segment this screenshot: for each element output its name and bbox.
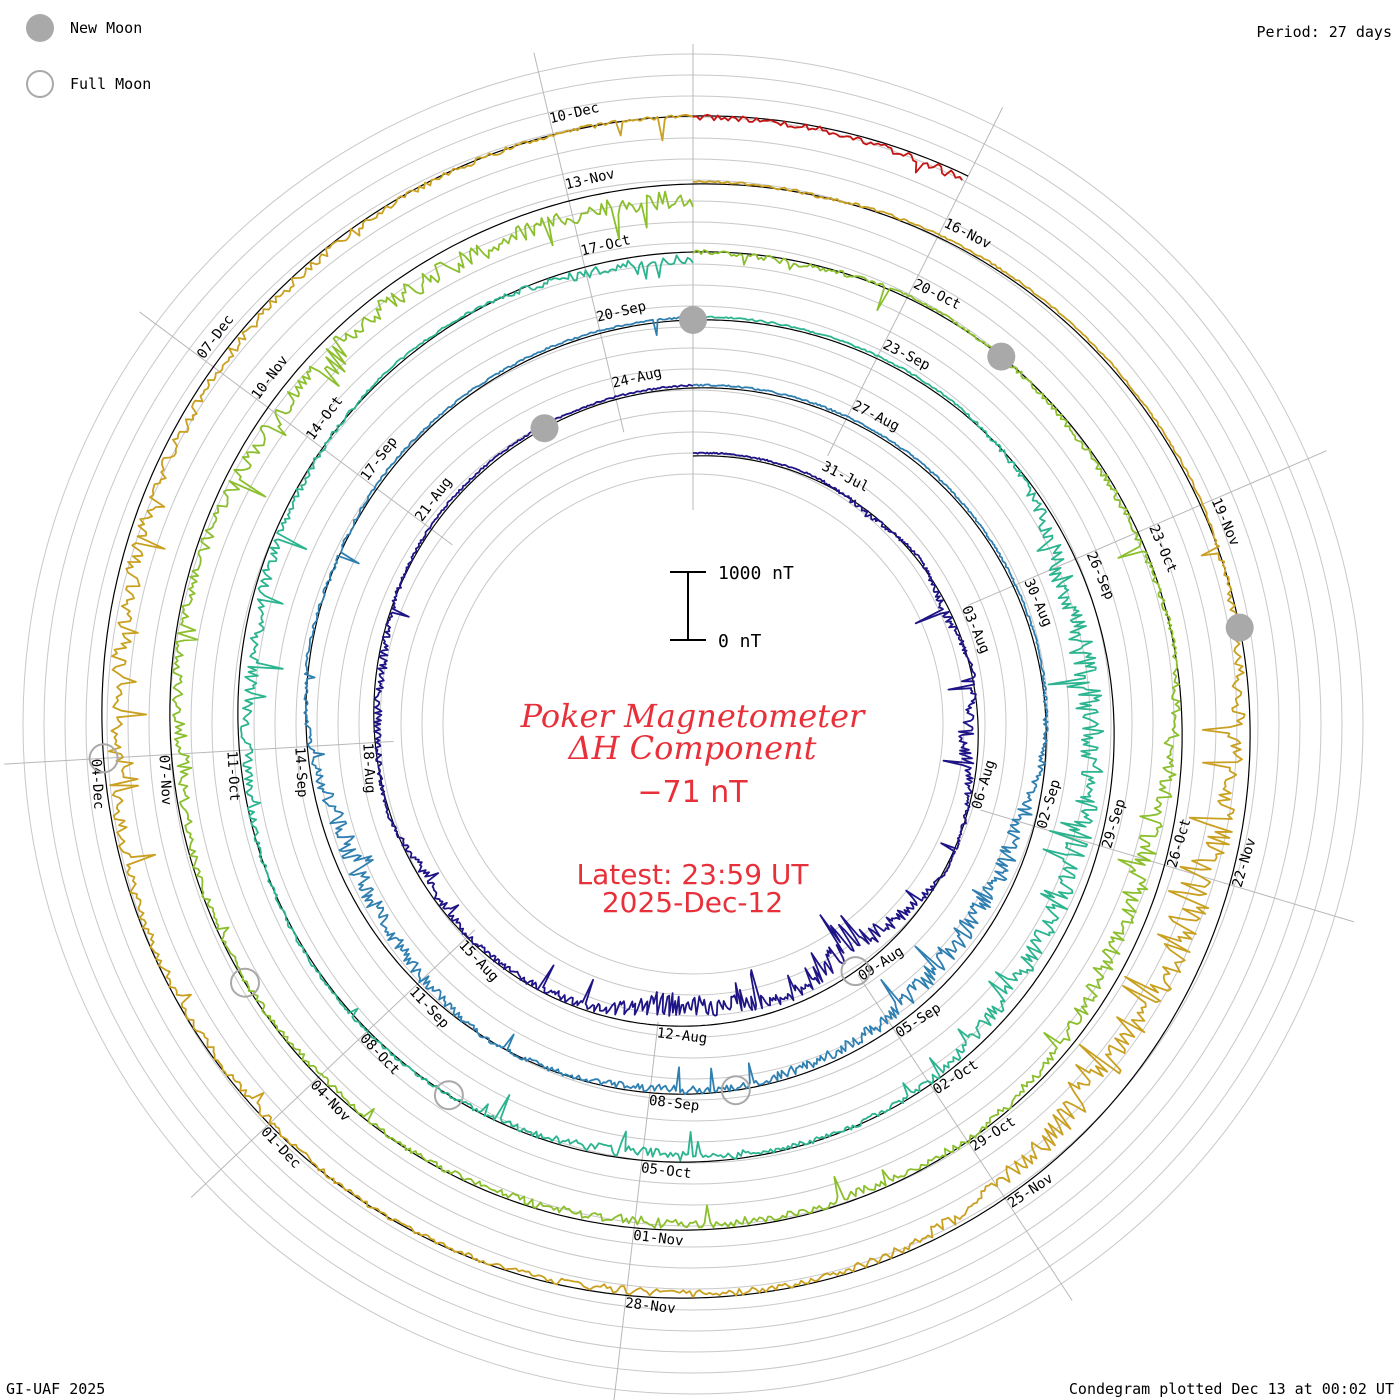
period-label: Period: 27 days bbox=[1256, 23, 1392, 41]
date-label-10-nov: 10-Nov bbox=[249, 353, 292, 403]
credit-label: GI-UAF 2025 bbox=[6, 1380, 106, 1398]
grid-spoke bbox=[827, 107, 1004, 457]
grid-spoke bbox=[4, 740, 394, 765]
series-line-cycle-6 bbox=[692, 113, 963, 181]
title-block: Poker Magnetometer ΔH Component bbox=[440, 700, 945, 764]
date-label-29-oct: 29-Oct bbox=[968, 1114, 1019, 1155]
grid-spoke bbox=[968, 450, 1327, 606]
grid-spoke bbox=[139, 311, 453, 546]
date-label-07-nov: 07-Nov bbox=[156, 754, 175, 805]
date-label-01-nov: 01-Nov bbox=[632, 1228, 684, 1250]
new-moon-marker bbox=[1225, 613, 1254, 642]
date-label-13-nov: 13-Nov bbox=[564, 166, 617, 193]
legend-new-moon: New Moon bbox=[26, 14, 142, 42]
latest-time: Latest: 23:59 UT bbox=[576, 858, 809, 891]
date-label-05-sep: 05-Sep bbox=[893, 1000, 944, 1041]
grid-spoke bbox=[980, 809, 1355, 923]
date-label-31-jul: 31-Jul bbox=[819, 459, 871, 496]
plotted-label: Condegram plotted Dec 13 at 00:02 UT bbox=[1068, 1380, 1394, 1398]
date-label-17-sep: 17-Sep bbox=[358, 434, 401, 484]
date-label-14-oct: 14-Oct bbox=[303, 393, 346, 443]
full-moon-marker bbox=[433, 1080, 464, 1111]
date-label-10-dec: 10-Dec bbox=[548, 100, 601, 127]
latest-date: 2025-Dec-12 bbox=[601, 886, 784, 919]
date-label-23-sep: 23-Sep bbox=[880, 337, 932, 374]
legend-full-moon-label: Full Moon bbox=[70, 75, 152, 93]
date-label-30-aug: 30-Aug bbox=[1020, 576, 1055, 629]
grid-spoke bbox=[190, 929, 476, 1198]
new-moon-icon bbox=[26, 14, 54, 42]
scale-bottom-label: 0 nT bbox=[718, 631, 762, 652]
series-line-cycle-2 bbox=[303, 316, 1049, 1095]
date-label-04-dec: 04-Dec bbox=[88, 758, 107, 809]
current-value: −71 nT bbox=[637, 775, 748, 810]
date-label-29-sep: 29-Sep bbox=[1099, 797, 1129, 850]
grid-spoke bbox=[857, 974, 1073, 1301]
series-line-cycle-1 bbox=[373, 383, 977, 1017]
date-label-08-sep: 08-Sep bbox=[648, 1093, 700, 1115]
date-label-12-aug: 12-Aug bbox=[656, 1025, 708, 1047]
date-label-19-nov: 19-Nov bbox=[1208, 496, 1243, 549]
new-moon-marker bbox=[987, 342, 1016, 371]
chart-title: Poker Magnetometer bbox=[520, 697, 865, 735]
date-label-03-aug: 03-Aug bbox=[958, 603, 993, 656]
baseline-spiral bbox=[101, 115, 1251, 1299]
date-label-27-aug: 27-Aug bbox=[850, 398, 902, 435]
chart-subtitle: ΔH Component bbox=[568, 729, 817, 767]
date-label-05-oct: 05-Oct bbox=[640, 1160, 692, 1182]
date-label-08-oct: 08-Oct bbox=[356, 1031, 402, 1079]
latest-block: Latest: 23:59 UT 2025-Dec-12 bbox=[440, 861, 945, 917]
legend-full-moon: Full Moon bbox=[26, 70, 151, 98]
date-label-11-oct: 11-Oct bbox=[223, 750, 242, 801]
date-label-14-sep: 14-Sep bbox=[291, 747, 310, 798]
date-label-16-nov: 16-Nov bbox=[941, 215, 993, 252]
date-label-17-oct: 17-Oct bbox=[579, 232, 632, 259]
full-moon-marker bbox=[840, 956, 871, 987]
date-label-04-nov: 04-Nov bbox=[307, 1077, 353, 1125]
date-label-24-aug: 24-Aug bbox=[611, 364, 664, 391]
full-moon-marker bbox=[88, 743, 119, 774]
date-label-26-sep: 26-Sep bbox=[1083, 549, 1118, 602]
date-label-20-oct: 20-Oct bbox=[911, 276, 963, 313]
legend-new-moon-label: New Moon bbox=[70, 19, 143, 37]
series-line-cycle-3 bbox=[240, 254, 1105, 1162]
current-value-block: −71 nT bbox=[440, 778, 945, 808]
new-moon-marker bbox=[679, 306, 707, 334]
date-label-28-nov: 28-Nov bbox=[624, 1295, 676, 1317]
series-line-cycle-4 bbox=[171, 190, 1181, 1229]
date-label-07-dec: 07-Dec bbox=[194, 312, 237, 362]
full-moon-icon bbox=[26, 70, 54, 98]
full-moon-marker bbox=[230, 967, 260, 998]
date-label-18-aug: 18-Aug bbox=[359, 743, 378, 794]
series-line-cycle-5 bbox=[108, 113, 1246, 1298]
date-label-22-nov: 22-Nov bbox=[1230, 836, 1260, 889]
scale-top-label: 1000 nT bbox=[718, 563, 794, 584]
full-moon-marker bbox=[720, 1075, 751, 1106]
date-label-26-oct: 26-Oct bbox=[1165, 817, 1195, 870]
new-moon-marker bbox=[530, 414, 559, 443]
date-label-09-aug: 09-Aug bbox=[856, 943, 907, 984]
grid-spoke bbox=[533, 52, 625, 433]
grid-spoke bbox=[613, 1021, 659, 1400]
